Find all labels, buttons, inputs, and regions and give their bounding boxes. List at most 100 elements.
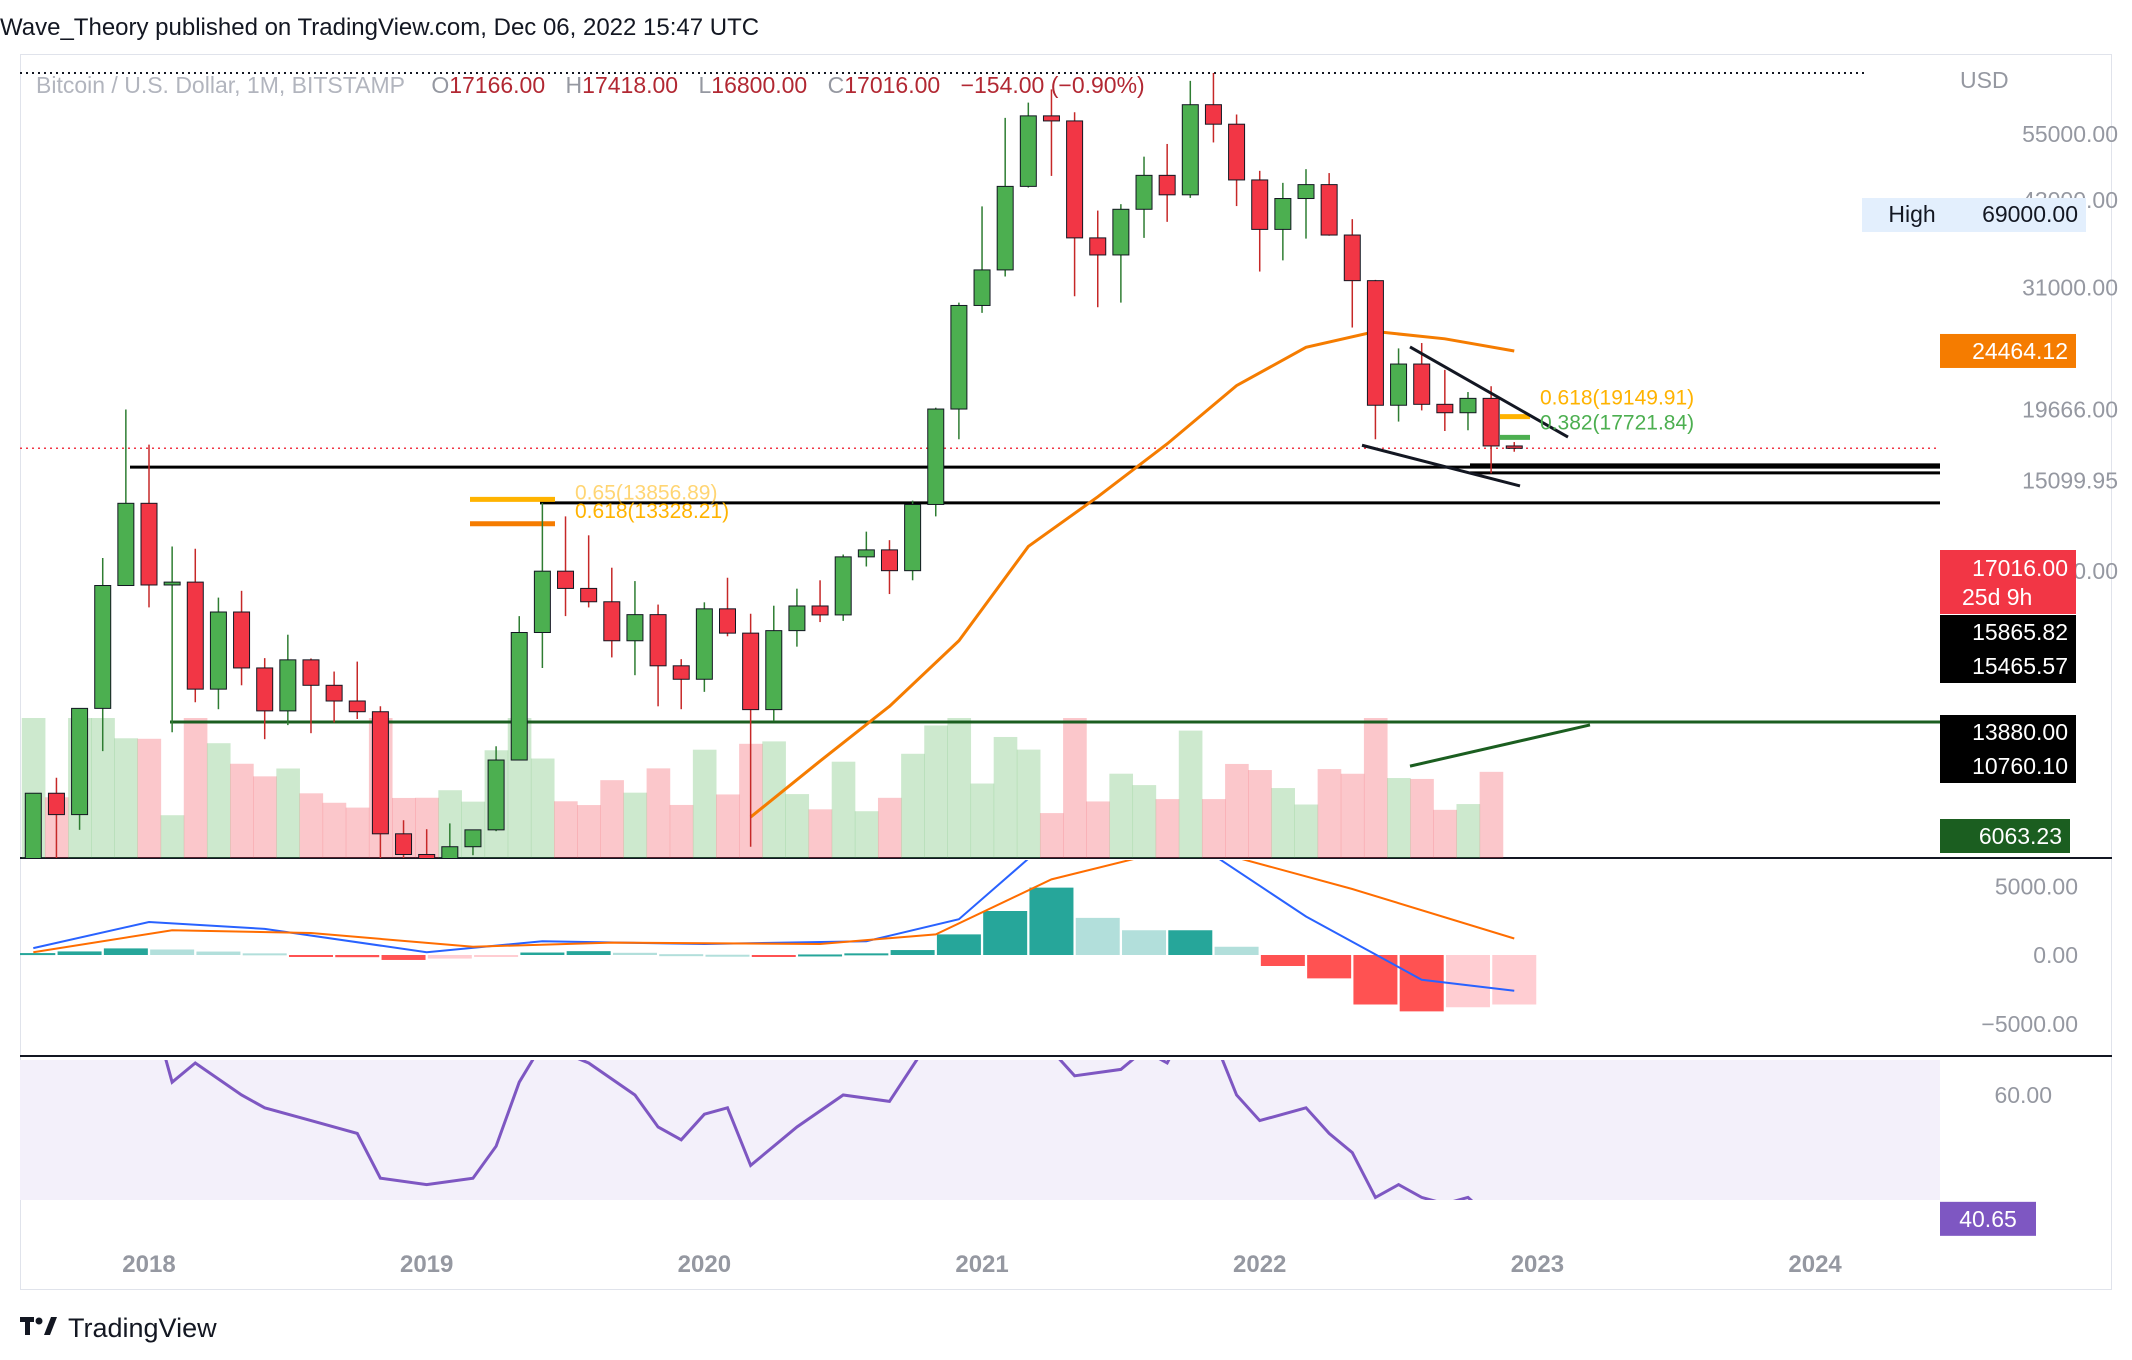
macd-histogram-bar [20,953,56,956]
volume-bar [1016,749,1041,858]
support-badge-label: 15865.82 [1972,619,2068,645]
fib-065-label: 0.65(13856.89) [575,481,717,504]
candle-body [580,587,598,603]
macd-histogram-bar [520,952,565,955]
macd-histogram-bar [659,954,704,957]
candle-body [1413,363,1431,405]
fib-0618-label: 0.618(13328.21) [575,500,729,523]
volume-bar [716,794,740,858]
ath-badge-label: High [1888,201,1935,227]
support-badge [1940,615,2076,649]
macd-histogram-bar [1029,887,1074,955]
green-trendline [1409,723,1591,768]
fib-upper-0382-label: 0.382(17721.84) [1540,411,1694,434]
volume-bar [1479,771,1504,858]
candle-body [1297,184,1315,200]
legend-open: 17166.00 [449,72,546,98]
volume-bar [808,809,833,858]
candle-body [1436,403,1454,414]
volume-bar [322,802,347,858]
volume-bar [1387,778,1411,858]
volume-bar [1317,769,1342,858]
volume-bar [230,763,254,858]
candle-body [857,549,875,558]
volume-bar [669,804,694,858]
ath-value-label: 69000.00 [1982,201,2078,227]
candle-body [1204,104,1222,125]
candle-body [811,605,829,616]
publisher-caption: Wave_Theory published on TradingView.com… [0,14,760,41]
volume-bar [253,776,277,858]
volume-bar [854,811,879,858]
candle-body [163,581,181,586]
rsi-badge [1940,1201,2036,1236]
support-badge-label: 15465.57 [1972,653,2068,679]
support-badge [1940,749,2076,783]
candle-body [117,502,135,587]
volume-bar [1039,813,1064,858]
macd-pane [20,860,1537,1012]
volume-bar [692,749,717,858]
legend-symbol: Bitcoin / U.S. Dollar, 1M, BITSTAMP [36,72,405,98]
legend-low-label: L [698,72,712,98]
rsi-tick-label: 60.00 [1994,1082,2052,1108]
rsi-badge-label: 40.65 [1959,1206,2017,1232]
candle-body [788,605,806,632]
macd-histogram-bar [335,955,380,958]
candle-body [1042,115,1060,122]
candle-body [719,608,736,634]
candle-body [927,408,945,505]
macd-histogram-bar [150,949,195,955]
legend-open-label: O [431,72,450,98]
price-tick-label: 31000.00 [2022,274,2118,300]
macd-histogram-bar [381,955,426,960]
candle-body [441,846,459,858]
volume-bar [1248,770,1272,858]
candle-body [1019,115,1037,187]
candle-body [1066,120,1084,239]
bar-countdown-label: 25d 9h [1962,584,2032,610]
legend-close-label: C [827,72,845,98]
volume-bar [1410,778,1434,858]
macd-histogram-bar [705,954,750,957]
volume-bar [901,753,925,858]
candle-body [140,502,158,586]
candle-body [24,792,42,858]
current-price-label: 17016.00 [1972,555,2068,581]
candle-body [209,611,227,690]
candle-body [834,556,852,616]
volume-bar [1109,773,1134,858]
candle-body [557,570,575,589]
candle-body [603,601,621,642]
candle-body [348,700,366,713]
price-tick-label: 15099.95 [2022,467,2118,493]
candle-body [464,829,482,848]
support-badge-label: 6063.23 [1979,823,2062,849]
macd-histogram-bar [1122,930,1167,955]
candle-body [1274,198,1292,230]
footer-brand: TradingView [68,1312,217,1343]
time-tick-label: 2022 [1233,1251,1286,1278]
support-badge-label: 13880.00 [1972,719,2068,745]
macd-histogram-bar [1307,955,1352,979]
rsi-pane [164,1060,1474,1200]
candle-body [1366,280,1384,406]
macd-line [33,860,1515,992]
legend-low: 16800.00 [711,72,808,98]
macd-histogram-bar [288,955,333,957]
chart-frame [20,54,2112,1290]
volume-bar [785,794,810,858]
ath-badge-bg [1862,198,1962,232]
volume-bar [1063,718,1087,858]
legend-close: 17016.00 [844,72,941,98]
macd-histogram-bar [936,934,981,955]
macd-histogram-bar [798,954,843,957]
wedge-upper-line [1409,345,1569,439]
volume-bar [831,761,856,858]
macd-histogram-bar [427,955,472,959]
volume-bar [623,792,648,858]
footer-branding[interactable]: TradingView [20,1312,217,1344]
ath-value-bg [1962,198,2086,232]
macd-histogram-bar [57,951,102,955]
